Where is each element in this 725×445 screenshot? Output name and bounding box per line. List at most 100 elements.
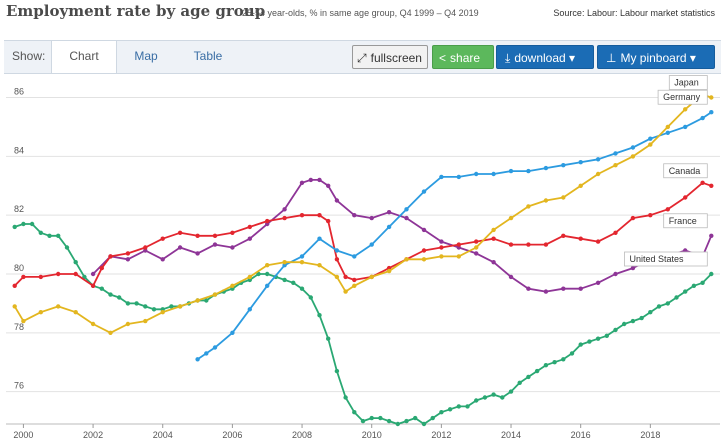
- data-point: [195, 251, 200, 256]
- data-point: [334, 274, 340, 280]
- data-point: [169, 304, 174, 309]
- data-point: [474, 398, 479, 403]
- data-point: [404, 257, 409, 262]
- data-point: [204, 298, 209, 303]
- data-point: [326, 336, 331, 341]
- data-point: [595, 171, 601, 177]
- data-point: [587, 339, 592, 344]
- data-point: [683, 124, 688, 130]
- series-line: [14, 181, 712, 287]
- data-point: [439, 410, 444, 415]
- data-point: [526, 168, 531, 174]
- x-tick-label: 2014: [501, 430, 521, 440]
- data-point: [334, 248, 340, 253]
- fullscreen-label: fullscreen: [370, 51, 422, 65]
- data-point: [99, 286, 105, 291]
- data-point: [700, 280, 705, 285]
- data-point: [578, 183, 583, 188]
- chevron-down-icon: ▾: [686, 51, 696, 65]
- data-point: [265, 263, 270, 268]
- data-point: [595, 157, 601, 162]
- data-point: [343, 274, 348, 280]
- data-point: [247, 236, 252, 241]
- data-point: [561, 233, 566, 238]
- data-point: [108, 254, 113, 259]
- data-point: [334, 257, 340, 262]
- show-label: Show:: [12, 49, 46, 63]
- data-point: [125, 301, 131, 306]
- data-point: [230, 245, 235, 250]
- data-point: [656, 304, 662, 309]
- data-point: [73, 271, 78, 277]
- x-tick-label: 2006: [222, 430, 242, 440]
- data-point: [195, 233, 200, 238]
- download-button[interactable]: ⤓ download ▾: [496, 45, 594, 69]
- data-point: [38, 274, 43, 280]
- data-point: [595, 239, 601, 244]
- data-point: [64, 245, 70, 250]
- x-tick-label: 2010: [362, 430, 382, 440]
- data-point: [421, 421, 427, 427]
- data-point: [177, 230, 183, 235]
- data-point: [439, 254, 444, 259]
- data-point: [369, 215, 374, 221]
- data-point: [82, 274, 87, 280]
- data-point: [386, 210, 392, 215]
- data-point: [230, 283, 235, 288]
- pinboard-button[interactable]: ⊥ My pinboard ▾: [597, 45, 715, 69]
- data-point: [561, 163, 566, 168]
- data-point: [12, 304, 17, 309]
- source-note[interactable]: Source: Labour: Labour market statistics: [553, 8, 715, 18]
- data-point: [265, 218, 270, 224]
- pin-icon: ⊥: [606, 51, 617, 65]
- series-label-box: [657, 89, 708, 105]
- series-label: United States: [624, 251, 708, 267]
- data-point: [613, 163, 618, 168]
- y-tick-label: 86: [14, 87, 24, 97]
- data-point: [247, 274, 252, 280]
- data-point: [386, 418, 392, 424]
- download-icon: ⤓: [505, 51, 511, 65]
- x-tick-label: 2000: [13, 430, 33, 440]
- data-point: [108, 330, 113, 335]
- data-point: [552, 360, 557, 365]
- data-point: [404, 207, 409, 212]
- data-point: [543, 198, 549, 203]
- y-tick-label: 80: [14, 263, 24, 273]
- x-tick-label: 2012: [431, 430, 451, 440]
- data-point: [421, 248, 427, 253]
- fullscreen-button[interactable]: ⤢ fullscreen: [352, 45, 428, 69]
- tab-map[interactable]: Map: [134, 49, 158, 63]
- data-point: [456, 404, 461, 409]
- data-point: [543, 363, 549, 368]
- share-button[interactable]: < share: [432, 45, 494, 69]
- data-point: [439, 174, 444, 180]
- data-point: [21, 274, 26, 280]
- data-point: [265, 283, 270, 288]
- data-point: [595, 336, 601, 341]
- data-point: [143, 304, 148, 309]
- data-point: [195, 298, 200, 303]
- data-point: [299, 260, 305, 265]
- data-point: [648, 136, 653, 141]
- download-label: download: [514, 51, 566, 65]
- tab-chart[interactable]: Chart: [51, 41, 117, 73]
- tab-table[interactable]: Table: [193, 49, 223, 63]
- data-point: [90, 283, 96, 288]
- chart-subtitle: 25-54 year-olds, % in same age group, Q4…: [242, 8, 479, 18]
- data-point: [360, 418, 366, 424]
- y-tick-label: 78: [14, 322, 24, 332]
- series-label-text: Japan: [674, 78, 699, 88]
- series-label-box: [663, 213, 708, 229]
- data-point: [508, 215, 514, 221]
- data-point: [195, 357, 200, 362]
- data-point: [151, 307, 157, 312]
- data-point: [369, 242, 374, 247]
- series-label-text: United States: [629, 254, 684, 264]
- data-point: [125, 321, 131, 327]
- data-point: [700, 180, 705, 185]
- data-point: [465, 404, 470, 409]
- data-point: [500, 395, 505, 400]
- data-point: [613, 230, 618, 235]
- data-point: [38, 310, 43, 315]
